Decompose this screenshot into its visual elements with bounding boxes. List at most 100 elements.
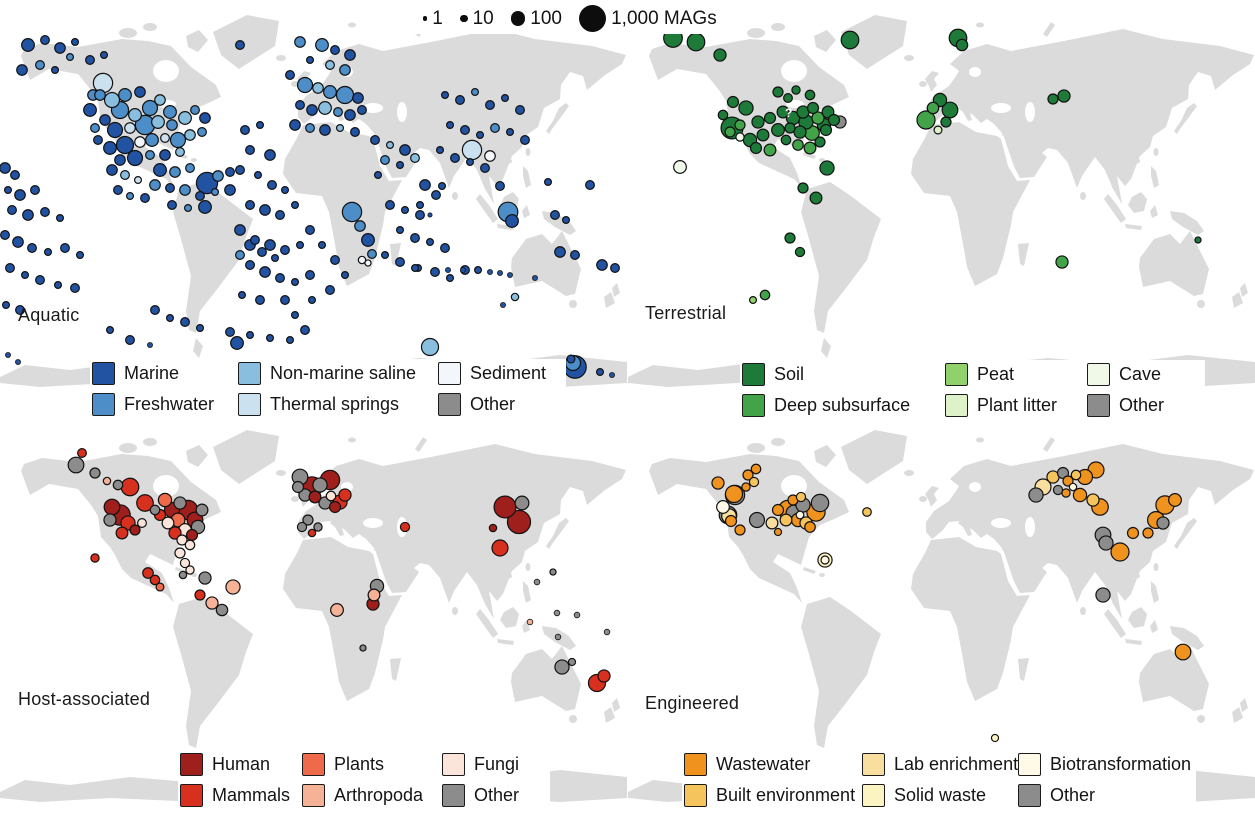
- bubble-wastewater: [1174, 643, 1192, 661]
- bubble-marine: [370, 135, 380, 145]
- bubble-freshwater: [90, 123, 100, 133]
- legend-label: Other: [470, 394, 516, 414]
- panel-terrestrial: ? Terrestrial Soil Peat Cave Deep subsurfac…: [628, 0, 1255, 420]
- legend-item-arthropoda: Arthropoda: [302, 784, 442, 807]
- bubble-thermal-springs: [160, 133, 170, 143]
- bubble-marine: [350, 127, 360, 137]
- bubble-mammals: [149, 574, 161, 586]
- bubble-fungi: [161, 516, 175, 530]
- bubble-marine: [150, 305, 160, 315]
- bubble-marine: [99, 50, 109, 60]
- bubble-marine: [609, 372, 615, 378]
- bubble-marine: [5, 352, 11, 358]
- bubble-marine: [300, 325, 310, 335]
- bubble-marine: [515, 105, 525, 115]
- bubble-mammals: [136, 494, 154, 512]
- bubble-marine: [460, 267, 466, 273]
- bubble-arthropoda: [102, 476, 112, 486]
- bubble-marine: [245, 260, 255, 270]
- legend-item-plants: Plants: [302, 753, 442, 776]
- bubble-other: [748, 511, 766, 529]
- bubble-marine: [532, 275, 538, 281]
- bubble-other: [553, 609, 561, 617]
- bubble-soil: [794, 246, 806, 258]
- bubble-freshwater: [190, 105, 200, 115]
- bubble-marine: [437, 181, 447, 191]
- bubble-marine: [1, 300, 11, 310]
- bubble-non-marine-saline: [318, 101, 332, 115]
- bubble-marine: [7, 205, 17, 215]
- bubble-marine: [275, 273, 285, 283]
- bubble-freshwater: [35, 60, 45, 70]
- bubble-freshwater: [169, 131, 187, 149]
- bubble-soil: [738, 100, 754, 116]
- world-map-aquatic: [0, 13, 627, 389]
- size-legend-label: 1: [432, 7, 443, 29]
- legend-label: Sediment: [470, 363, 547, 383]
- bubble-soil: [1047, 93, 1059, 105]
- legend-swatch-plants: [302, 753, 325, 776]
- bubble-built-environment: [862, 507, 872, 517]
- legend-item-mammals: Mammals: [180, 784, 302, 807]
- bubble-marine: [198, 200, 212, 214]
- bubble-fungi: [174, 547, 186, 559]
- bubble-soil: [784, 122, 796, 134]
- bubble-mammals: [120, 477, 140, 497]
- bubble-other: [112, 479, 124, 491]
- bubble-marine: [225, 167, 235, 177]
- size-dot-icon: [578, 5, 607, 33]
- bubble-marine: [450, 153, 460, 163]
- bubble-marine: [5, 263, 15, 273]
- bubble-fungi: [325, 490, 337, 502]
- bubble-plants: [155, 582, 165, 592]
- legend-swatch-cave: [1087, 363, 1110, 386]
- bubble-soil: [955, 38, 969, 52]
- bubble-marine: [0, 162, 11, 174]
- bubble-freshwater: [212, 170, 224, 182]
- bubble-layer-engineered: [711, 461, 1192, 743]
- bubble-marine: [385, 200, 395, 210]
- bubble-other: [554, 633, 562, 641]
- size-legend-item-1: 1: [423, 8, 443, 30]
- bubble-freshwater: [323, 85, 337, 99]
- bubble-marine: [103, 141, 117, 155]
- legend-label: Solid waste: [894, 785, 987, 805]
- bubble-other: [1095, 587, 1111, 603]
- bubble-marine: [415, 200, 425, 210]
- legend-swatch-built-environment: [684, 784, 707, 807]
- world-map-engineered: [628, 428, 1255, 804]
- bubble-marine: [264, 239, 276, 251]
- bubble-marine: [487, 269, 493, 275]
- bubble-built-environment: [795, 491, 807, 503]
- bubble-freshwater: [145, 133, 159, 147]
- bubble-marine: [165, 183, 175, 193]
- bubble-marine: [595, 367, 605, 377]
- legend-label: Non-marine saline: [270, 363, 417, 383]
- bubble-marine: [40, 207, 50, 217]
- bubble-non-marine-saline: [151, 115, 165, 129]
- bubble-mammals: [307, 528, 317, 538]
- bubble-marine: [50, 65, 60, 75]
- bubble-marine: [22, 209, 34, 221]
- bubble-other: [195, 503, 209, 517]
- bubble-thermal-springs: [92, 72, 114, 94]
- bubble-soil: [771, 123, 785, 137]
- bubble-marine: [507, 272, 513, 278]
- bubble-other: [149, 504, 161, 516]
- bubble-freshwater: [166, 119, 178, 131]
- size-legend-label: 1,000 MAGs: [611, 7, 717, 29]
- bubble-marine: [445, 120, 455, 130]
- bubble-other: [549, 568, 557, 576]
- legend-swatch-wastewater: [684, 753, 707, 776]
- bubble-soil: [726, 95, 740, 109]
- bubble-wastewater: [741, 482, 751, 492]
- bubble-marine: [344, 109, 356, 121]
- bubble-deep-subsurface: [916, 110, 936, 130]
- bubble-marine: [275, 210, 285, 220]
- bubble-freshwater: [341, 201, 363, 223]
- legend-label: Marine: [124, 363, 180, 383]
- size-legend-label: 100: [530, 7, 562, 29]
- bubble-wastewater: [1072, 487, 1088, 503]
- bubble-other: [1052, 484, 1064, 496]
- bubble-marine: [520, 135, 530, 145]
